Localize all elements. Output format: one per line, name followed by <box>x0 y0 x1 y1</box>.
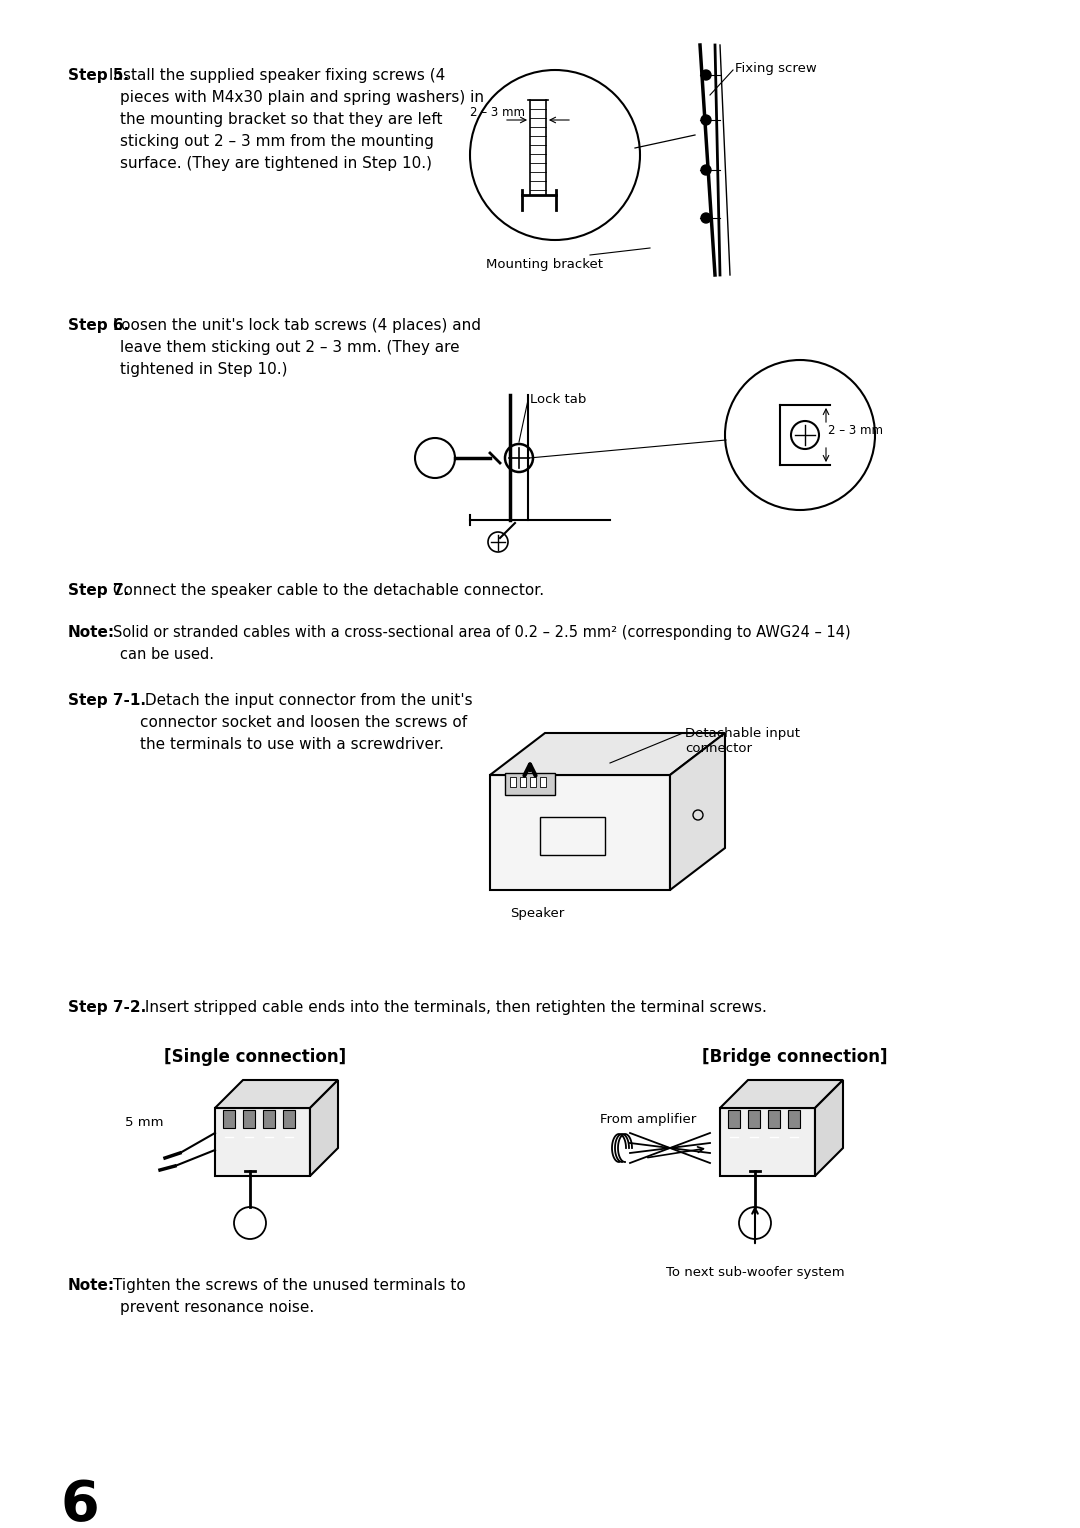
Text: tightened in Step 10.): tightened in Step 10.) <box>120 362 287 377</box>
Text: 5 mm: 5 mm <box>125 1117 163 1129</box>
Bar <box>540 817 605 856</box>
Text: Detach the input connector from the unit's: Detach the input connector from the unit… <box>140 694 473 707</box>
Bar <box>222 1109 235 1128</box>
Text: Step 7-2.: Step 7-2. <box>68 999 146 1015</box>
Text: Note:: Note: <box>68 625 116 640</box>
Polygon shape <box>720 1080 843 1108</box>
Text: Fixing screw: Fixing screw <box>735 63 816 75</box>
Bar <box>264 1109 275 1128</box>
Bar <box>530 778 536 787</box>
Text: sticking out 2 – 3 mm from the mounting: sticking out 2 – 3 mm from the mounting <box>120 134 434 150</box>
Text: 2 – 3 mm: 2 – 3 mm <box>828 423 883 437</box>
Text: Connect the speaker cable to the detachable connector.: Connect the speaker cable to the detacha… <box>108 584 544 597</box>
Text: connector socket and loosen the screws of: connector socket and loosen the screws o… <box>140 715 468 730</box>
Text: Step 6.: Step 6. <box>68 318 130 333</box>
Text: To next sub-woofer system: To next sub-woofer system <box>665 1267 845 1279</box>
Polygon shape <box>720 1108 815 1177</box>
Text: Install the supplied speaker fixing screws (4: Install the supplied speaker fixing scre… <box>104 69 445 83</box>
Circle shape <box>701 115 711 125</box>
Text: Note:: Note: <box>68 1277 116 1293</box>
Text: Insert stripped cable ends into the terminals, then retighten the terminal screw: Insert stripped cable ends into the term… <box>140 999 767 1015</box>
Text: Loosen the unit's lock tab screws (4 places) and: Loosen the unit's lock tab screws (4 pla… <box>108 318 481 333</box>
Bar <box>540 778 546 787</box>
Polygon shape <box>310 1080 338 1177</box>
Text: the terminals to use with a screwdriver.: the terminals to use with a screwdriver. <box>140 736 444 752</box>
Bar <box>519 778 526 787</box>
Text: [Single connection]: [Single connection] <box>164 1048 346 1067</box>
Circle shape <box>701 165 711 176</box>
Text: Tighten the screws of the unused terminals to: Tighten the screws of the unused termina… <box>113 1277 465 1293</box>
Polygon shape <box>815 1080 843 1177</box>
Text: Step 7.: Step 7. <box>68 584 130 597</box>
Bar <box>768 1109 780 1128</box>
Bar <box>283 1109 295 1128</box>
Bar <box>788 1109 800 1128</box>
Polygon shape <box>215 1108 310 1177</box>
Text: From amplifier: From amplifier <box>600 1112 697 1126</box>
Polygon shape <box>490 775 670 889</box>
Text: leave them sticking out 2 – 3 mm. (They are: leave them sticking out 2 – 3 mm. (They … <box>120 341 460 354</box>
Bar <box>728 1109 740 1128</box>
Polygon shape <box>490 733 725 775</box>
Text: 6: 6 <box>60 1478 98 1528</box>
Text: surface. (They are tightened in Step 10.): surface. (They are tightened in Step 10.… <box>120 156 432 171</box>
Circle shape <box>701 70 711 79</box>
Text: prevent resonance noise.: prevent resonance noise. <box>120 1300 314 1316</box>
Text: pieces with M4x30 plain and spring washers) in: pieces with M4x30 plain and spring washe… <box>120 90 484 105</box>
Bar <box>748 1109 760 1128</box>
Bar <box>510 778 516 787</box>
Text: Detachable input
connector: Detachable input connector <box>685 727 800 755</box>
Text: Speaker: Speaker <box>510 908 564 920</box>
Text: Mounting bracket: Mounting bracket <box>486 258 604 270</box>
Bar <box>505 773 555 795</box>
Text: Solid or stranded cables with a cross-sectional area of 0.2 – 2.5 mm² (correspon: Solid or stranded cables with a cross-se… <box>113 625 851 640</box>
Text: the mounting bracket so that they are left: the mounting bracket so that they are le… <box>120 112 443 127</box>
Bar <box>243 1109 255 1128</box>
Text: can be used.: can be used. <box>120 646 214 662</box>
Text: Lock tab: Lock tab <box>530 393 586 406</box>
Text: Step 7-1.: Step 7-1. <box>68 694 146 707</box>
Text: [Bridge connection]: [Bridge connection] <box>702 1048 888 1067</box>
Circle shape <box>701 212 711 223</box>
Text: 2 – 3 mm: 2 – 3 mm <box>470 107 525 119</box>
Polygon shape <box>215 1080 338 1108</box>
Text: Step 5.: Step 5. <box>68 69 130 83</box>
Polygon shape <box>670 733 725 889</box>
